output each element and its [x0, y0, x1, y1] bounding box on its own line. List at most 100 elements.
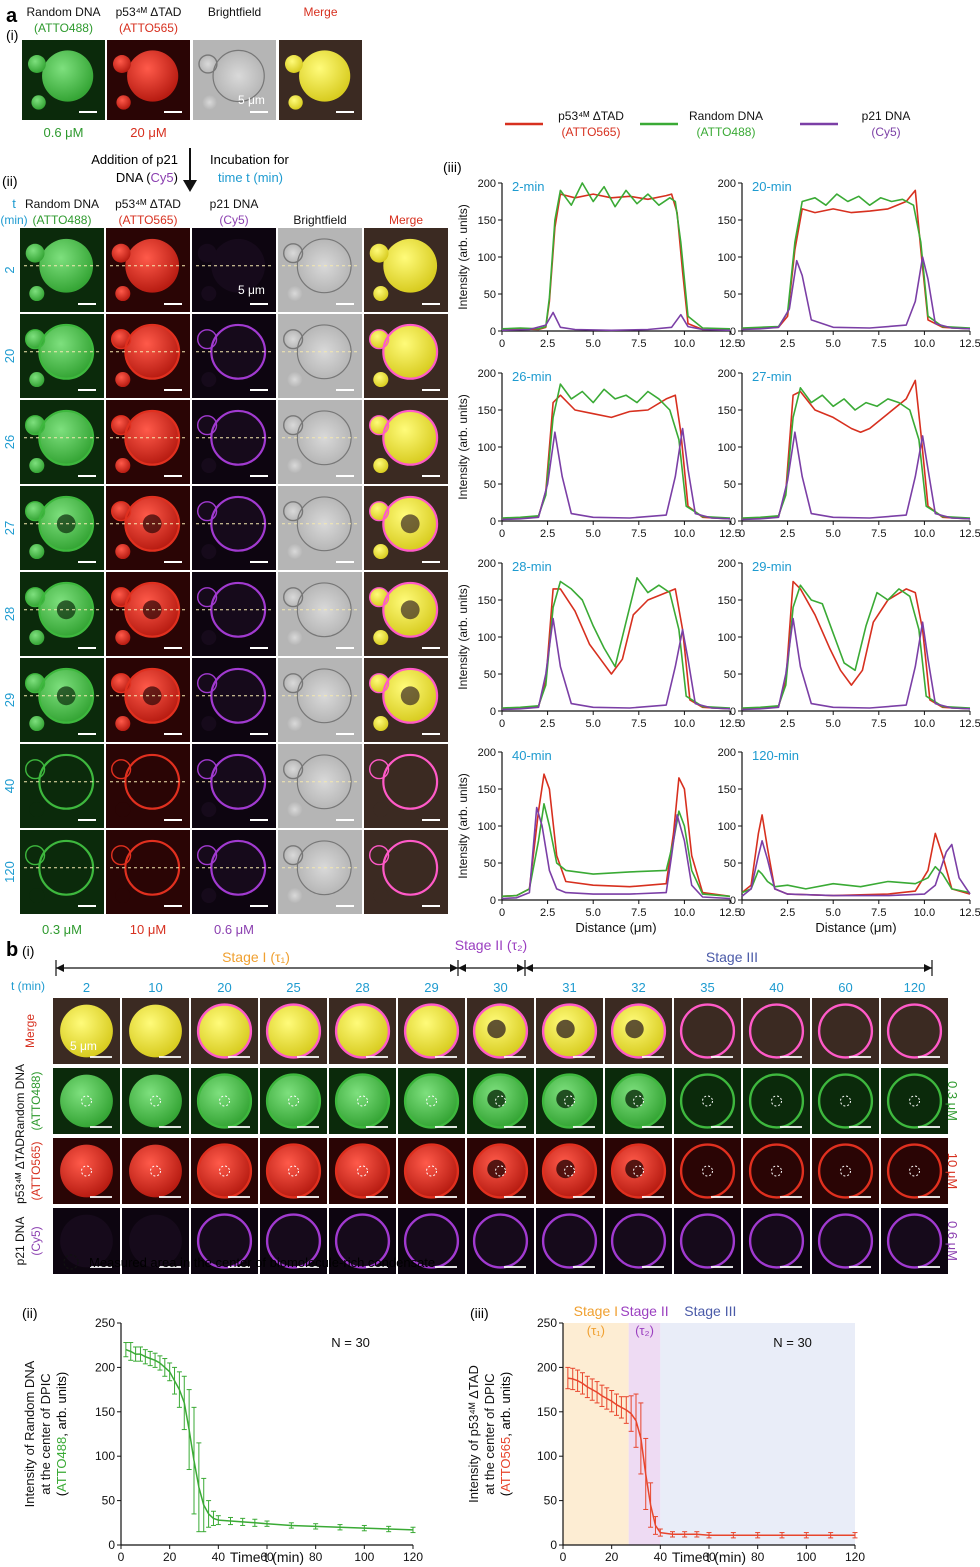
grid-tile-purple — [192, 228, 276, 312]
series-line — [741, 431, 971, 521]
grid-tile-purple — [192, 486, 276, 570]
droplet-ring — [382, 495, 439, 552]
grid-header-line1: Random DNA — [25, 197, 99, 211]
measured-area-marker — [219, 1165, 230, 1177]
dashed-circle-icon — [63, 1254, 79, 1270]
droplet-ring — [886, 1213, 943, 1269]
droplet-ring — [210, 495, 267, 552]
x-tick-label: 10.0 — [914, 907, 935, 919]
droplet-hole — [400, 514, 420, 534]
droplet-ring — [212, 49, 265, 103]
grid-tile-bf — [278, 400, 362, 484]
measured-area-marker — [288, 1165, 299, 1177]
grid-time-label: 28 — [2, 607, 17, 621]
droplet-ring — [382, 667, 439, 724]
grid-concentration: 0.3 μM — [42, 922, 82, 937]
panel-a-iii-label: (iii) — [443, 159, 462, 175]
b-time-labels: t (min) 2 10 20 25 28 29 30 31 32 35 40 60 120 — [11, 979, 925, 995]
b-time-label: 28 — [355, 980, 369, 995]
droplet — [750, 1004, 803, 1058]
droplet-ring — [472, 1003, 529, 1059]
droplet — [60, 1074, 113, 1128]
droplet-ring — [679, 1213, 736, 1269]
y-tick-label: 100 — [478, 821, 496, 833]
droplet-small — [115, 285, 131, 302]
droplet-ring-small — [111, 501, 132, 522]
x-tick-label: 12.5 — [719, 338, 740, 350]
legend-sublabel: (ATTO488) — [697, 125, 756, 139]
droplet — [474, 1214, 527, 1268]
panel-b-label: b — [6, 939, 18, 961]
addition-arrow — [183, 148, 197, 192]
x-tick-label: 5.0 — [586, 907, 601, 919]
series-line — [125, 1348, 414, 1531]
measured-area-marker — [909, 1165, 920, 1177]
measured-area-marker — [702, 1165, 713, 1177]
b-tile-green — [260, 1068, 327, 1134]
droplet-ring-small — [111, 673, 132, 694]
series-line — [741, 379, 971, 520]
droplet-ring-small — [111, 415, 132, 436]
x-tick-label: 7.5 — [871, 907, 886, 919]
grid-tile-bf — [278, 486, 362, 570]
grid-tile-green — [20, 658, 104, 742]
grid-time-label: 29 — [2, 693, 17, 707]
droplet-ring — [210, 581, 267, 638]
stage-band — [563, 1323, 629, 1545]
droplet-small — [283, 759, 303, 779]
droplet — [383, 410, 438, 465]
x-tick-label: 5.0 — [826, 528, 841, 540]
droplet-ring — [38, 753, 95, 810]
y-tick-label: 0 — [730, 516, 736, 528]
droplet — [819, 1214, 872, 1268]
x-tick-label: 5.0 — [586, 528, 601, 540]
x-tick-label: 7.5 — [871, 718, 886, 730]
grid-tile-green — [20, 830, 104, 914]
y-tick-label: 200 — [718, 368, 736, 380]
dye-name: ATTO488 — [54, 1437, 69, 1492]
droplet-ring-small — [197, 329, 218, 350]
droplet-ring — [210, 409, 267, 466]
droplet-small — [201, 457, 217, 474]
b-tile-merge — [743, 998, 810, 1064]
chart-a-iii-28min: 0 50 100 150 200 0 2.5 5.0 7.5 10.0 12.5 28-min — [478, 558, 741, 730]
measured-area-marker — [564, 1165, 575, 1177]
x-tick-label: 10.0 — [674, 338, 695, 350]
measured-area-marker — [426, 1165, 437, 1177]
x-tick-label: 80 — [309, 1550, 323, 1564]
b-tile-green — [467, 1068, 534, 1134]
droplet-ring — [296, 496, 352, 552]
series-line — [501, 311, 731, 332]
series-line — [501, 383, 731, 519]
scale-label: 5 μm — [238, 283, 265, 297]
x-tick-label: 2.5 — [780, 718, 795, 730]
x-tick-label: 0 — [739, 528, 745, 540]
x-tick-label: 12.5 — [719, 718, 740, 730]
b-time-label: 40 — [769, 980, 783, 995]
droplet-ring-small — [369, 845, 390, 866]
b-tile-merge — [881, 998, 948, 1064]
droplet-small — [29, 457, 45, 474]
b-tile-purple — [122, 1208, 189, 1274]
droplet-small — [201, 887, 217, 904]
droplet-small — [287, 629, 303, 646]
b-tile-merge — [812, 998, 879, 1064]
series-line — [501, 394, 731, 520]
droplet-small — [201, 715, 217, 732]
top-concentration: 20 μM — [130, 125, 166, 140]
stage1-label: Stage I (τ₁) — [222, 949, 290, 965]
droplet — [819, 1074, 872, 1128]
droplet-ring-small — [25, 501, 46, 522]
x-tick-label: 7.5 — [871, 338, 886, 350]
droplet-ring — [265, 1143, 322, 1199]
grid-tile-merge — [364, 314, 448, 398]
measured-area-marker — [633, 1095, 644, 1107]
droplet-small — [283, 501, 303, 521]
unit-text: , arb. units) — [498, 1372, 513, 1437]
b-tile-merge — [329, 998, 396, 1064]
stage-band-label: Stage I — [574, 1303, 618, 1319]
addition-text-line2: DNA (Cy5) — [116, 170, 178, 185]
droplet-ring — [196, 1213, 253, 1269]
droplet-ring-small — [25, 415, 46, 436]
